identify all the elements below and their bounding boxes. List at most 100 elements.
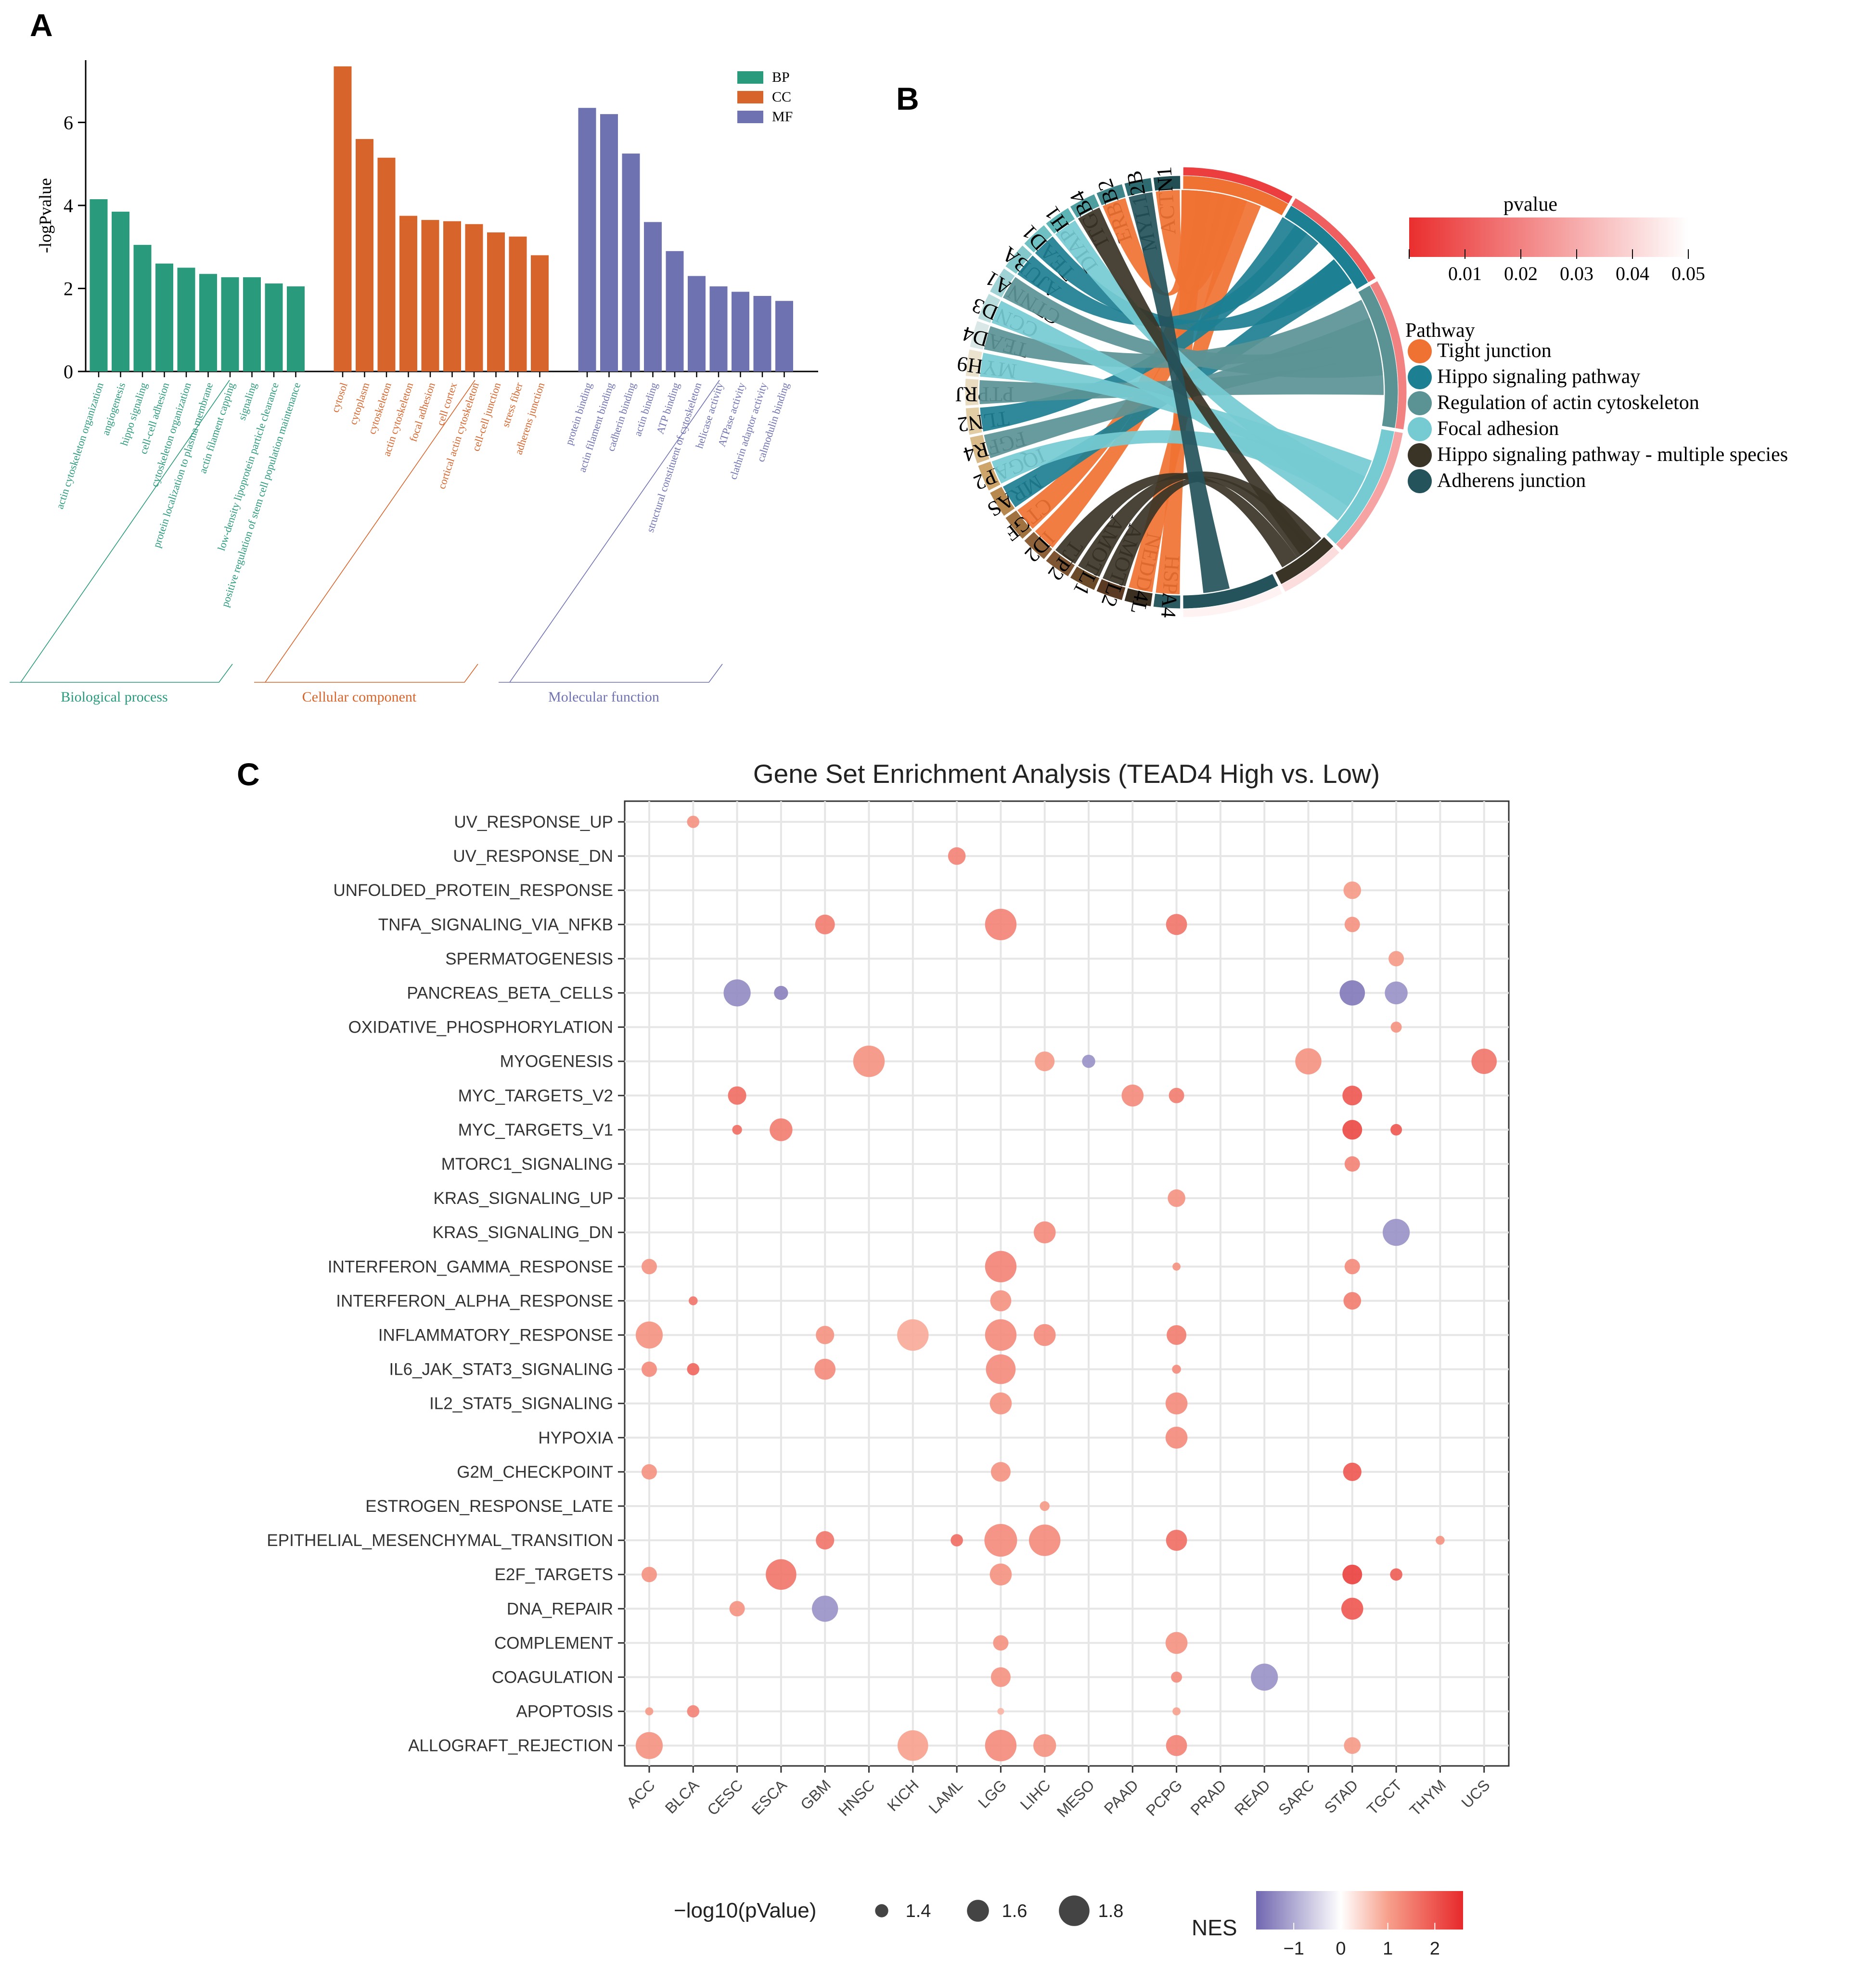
bubble-laml-uv-response-dn <box>948 847 966 865</box>
bubble-lihc-estrogen-response-late <box>1040 1501 1050 1511</box>
y-tick-label: EPITHELIAL_MESENCHYMAL_TRANSITION <box>267 1531 613 1550</box>
pvalue-tick-label: 0.05 <box>1671 263 1705 284</box>
pathway-legend-label: Adherens junction <box>1437 470 1586 492</box>
y-tick-label: 2 <box>64 278 73 299</box>
bubble-tgct-pancreas-beta-cells <box>1385 981 1408 1005</box>
bubble-esca-myc-targets-v1 <box>770 1118 793 1141</box>
chord-ribbon <box>991 301 1358 521</box>
bubble-acc-e2f-targets <box>642 1567 657 1583</box>
chord-ribbon <box>979 356 1384 404</box>
bubble-stad-unfolded-protein-response <box>1343 881 1362 899</box>
bubble-pcpg-myc-targets-v2 <box>1169 1087 1184 1103</box>
group-bracket <box>254 380 478 683</box>
y-tick-label: MTORC1_SIGNALING <box>441 1155 613 1174</box>
gene-sector <box>989 486 1015 517</box>
pathway-legend-dot <box>1408 339 1432 363</box>
chord-ribbon <box>1129 192 1230 593</box>
bubble-lgg-il6-jak-stat3-signaling <box>986 1354 1016 1384</box>
pvalue-ring-segment <box>1335 431 1403 551</box>
y-tick-label: UV_RESPONSE_DN <box>453 847 613 866</box>
bubble-lgg-tnfa-signaling-via-nfkb <box>985 908 1017 941</box>
bubble-stad-myc-targets-v1 <box>1342 1120 1362 1140</box>
gene-sector <box>965 407 983 435</box>
chord-ribbon <box>980 217 1307 432</box>
bubble-pcpg-complement <box>1165 1632 1188 1654</box>
legend-swatch <box>737 91 763 103</box>
bubble-kich-inflammatory-response <box>897 1319 929 1351</box>
y-tick-label: TNFA_SIGNALING_VIA_NFKB <box>378 915 613 934</box>
gene-sector <box>965 349 983 378</box>
bubble-gbm-inflammatory-response <box>816 1326 835 1344</box>
chord-ribbon <box>1035 236 1352 331</box>
bubble-acc-inflammatory-response <box>635 1321 663 1349</box>
x-tick-label: LAML <box>925 1776 966 1817</box>
legend-label: BP <box>772 69 790 85</box>
gsea-bubble-chart: ACC BLCA CESC ESCA GBM HNSC KICH LAML LGG LIHC MES… <box>267 759 1510 1959</box>
bar-bp <box>221 277 239 371</box>
pvalue-tick-label: 0.01 <box>1448 263 1482 284</box>
bubble-stad-dna-repair <box>1341 1598 1363 1620</box>
pathway-legend-dot <box>1408 469 1432 493</box>
pathway-legend-dot <box>1408 443 1432 467</box>
pvalue-tick-label: 0.02 <box>1504 263 1538 284</box>
bar-mf <box>775 301 793 371</box>
bubble-lgg-epithelial-mesenchymal-transition <box>984 1524 1017 1557</box>
y-tick-label: IL2_STAT5_SIGNALING <box>429 1394 613 1413</box>
gene-sector <box>1005 510 1033 540</box>
y-tick-label: KRAS_SIGNALING_DN <box>433 1223 613 1242</box>
bar-bp <box>133 244 152 371</box>
gene-sector <box>969 320 990 350</box>
nes-tick-label: −1 <box>1284 1939 1304 1959</box>
bar-bp <box>199 274 217 371</box>
pathway-legend-label: Hippo signaling pathway <box>1437 366 1640 388</box>
x-tick-label: BLCA <box>662 1776 703 1817</box>
kegg-chord-diagram: HSPA4NEDD4LAMOTL2AMOTL1TJP2ID2CTGFMRASIQ… <box>955 166 1788 619</box>
bar-cc <box>421 220 439 371</box>
panel-label-c: C <box>237 756 260 792</box>
bar-mf <box>709 286 728 371</box>
pathway-legend-dot <box>1408 417 1432 441</box>
y-tick-label: E2F_TARGETS <box>495 1565 613 1584</box>
bubble-lihc-myogenesis <box>1035 1051 1055 1072</box>
bar-cc <box>443 221 461 371</box>
bubble-pcpg-tnfa-signaling-via-nfkb <box>1166 914 1187 935</box>
bubble-cesc-myc-targets-v2 <box>728 1086 746 1105</box>
bubble-lgg-il2-stat5-signaling <box>989 1392 1012 1415</box>
bubble-pcpg-hypoxia <box>1165 1427 1188 1449</box>
y-tick-label: PANCREAS_BETA_CELLS <box>407 984 613 1003</box>
bar-mf <box>732 292 749 371</box>
y-tick-label: DNA_REPAIR <box>507 1599 613 1618</box>
y-tick-label: MYC_TARGETS_V2 <box>458 1086 613 1105</box>
chord-ribbon <box>1055 220 1365 507</box>
bubble-lihc-kras-signaling-dn <box>1033 1221 1056 1243</box>
nes-tick-label: 2 <box>1430 1939 1440 1959</box>
y-tick-label: G2M_CHECKPOINT <box>457 1463 613 1482</box>
size-legend-dot <box>875 1904 888 1917</box>
category-label: actin cytoskeleton organization <box>53 381 106 511</box>
x-tick-label: TGCT <box>1363 1776 1405 1818</box>
bubble-lgg-complement <box>993 1635 1009 1651</box>
pathway-legend-label: Hippo signaling pathway - multiple speci… <box>1437 444 1788 466</box>
legend-label: CC <box>772 89 791 105</box>
gene-sector <box>1153 593 1181 609</box>
bubble-esca-pancreas-beta-cells <box>774 985 788 1000</box>
gene-sector <box>977 293 1001 324</box>
pvalue-tick-label: 0.04 <box>1616 263 1649 284</box>
chord-ribbon <box>1002 277 1383 378</box>
category-label: stress fiber <box>499 381 525 429</box>
x-tick-label: KICH <box>884 1776 922 1815</box>
size-legend-label: 1.4 <box>906 1901 931 1921</box>
gene-sector <box>1023 224 1053 254</box>
bubble-pcpg-epithelial-mesenchymal-transition <box>1166 1530 1187 1551</box>
bubble-gbm-tnfa-signaling-via-nfkb <box>815 914 835 934</box>
group-label: Cellular component <box>302 689 417 705</box>
bar-cc <box>487 232 505 371</box>
nes-tick-label: 0 <box>1336 1939 1346 1959</box>
y-tick-label: KRAS_SIGNALING_UP <box>434 1189 613 1208</box>
bubble-kich-allograft-rejection <box>898 1730 928 1761</box>
bubble-stad-tnfa-signaling-via-nfkb <box>1344 917 1360 933</box>
bubble-stad-allograft-rejection <box>1344 1737 1361 1754</box>
gene-sector <box>969 434 990 464</box>
